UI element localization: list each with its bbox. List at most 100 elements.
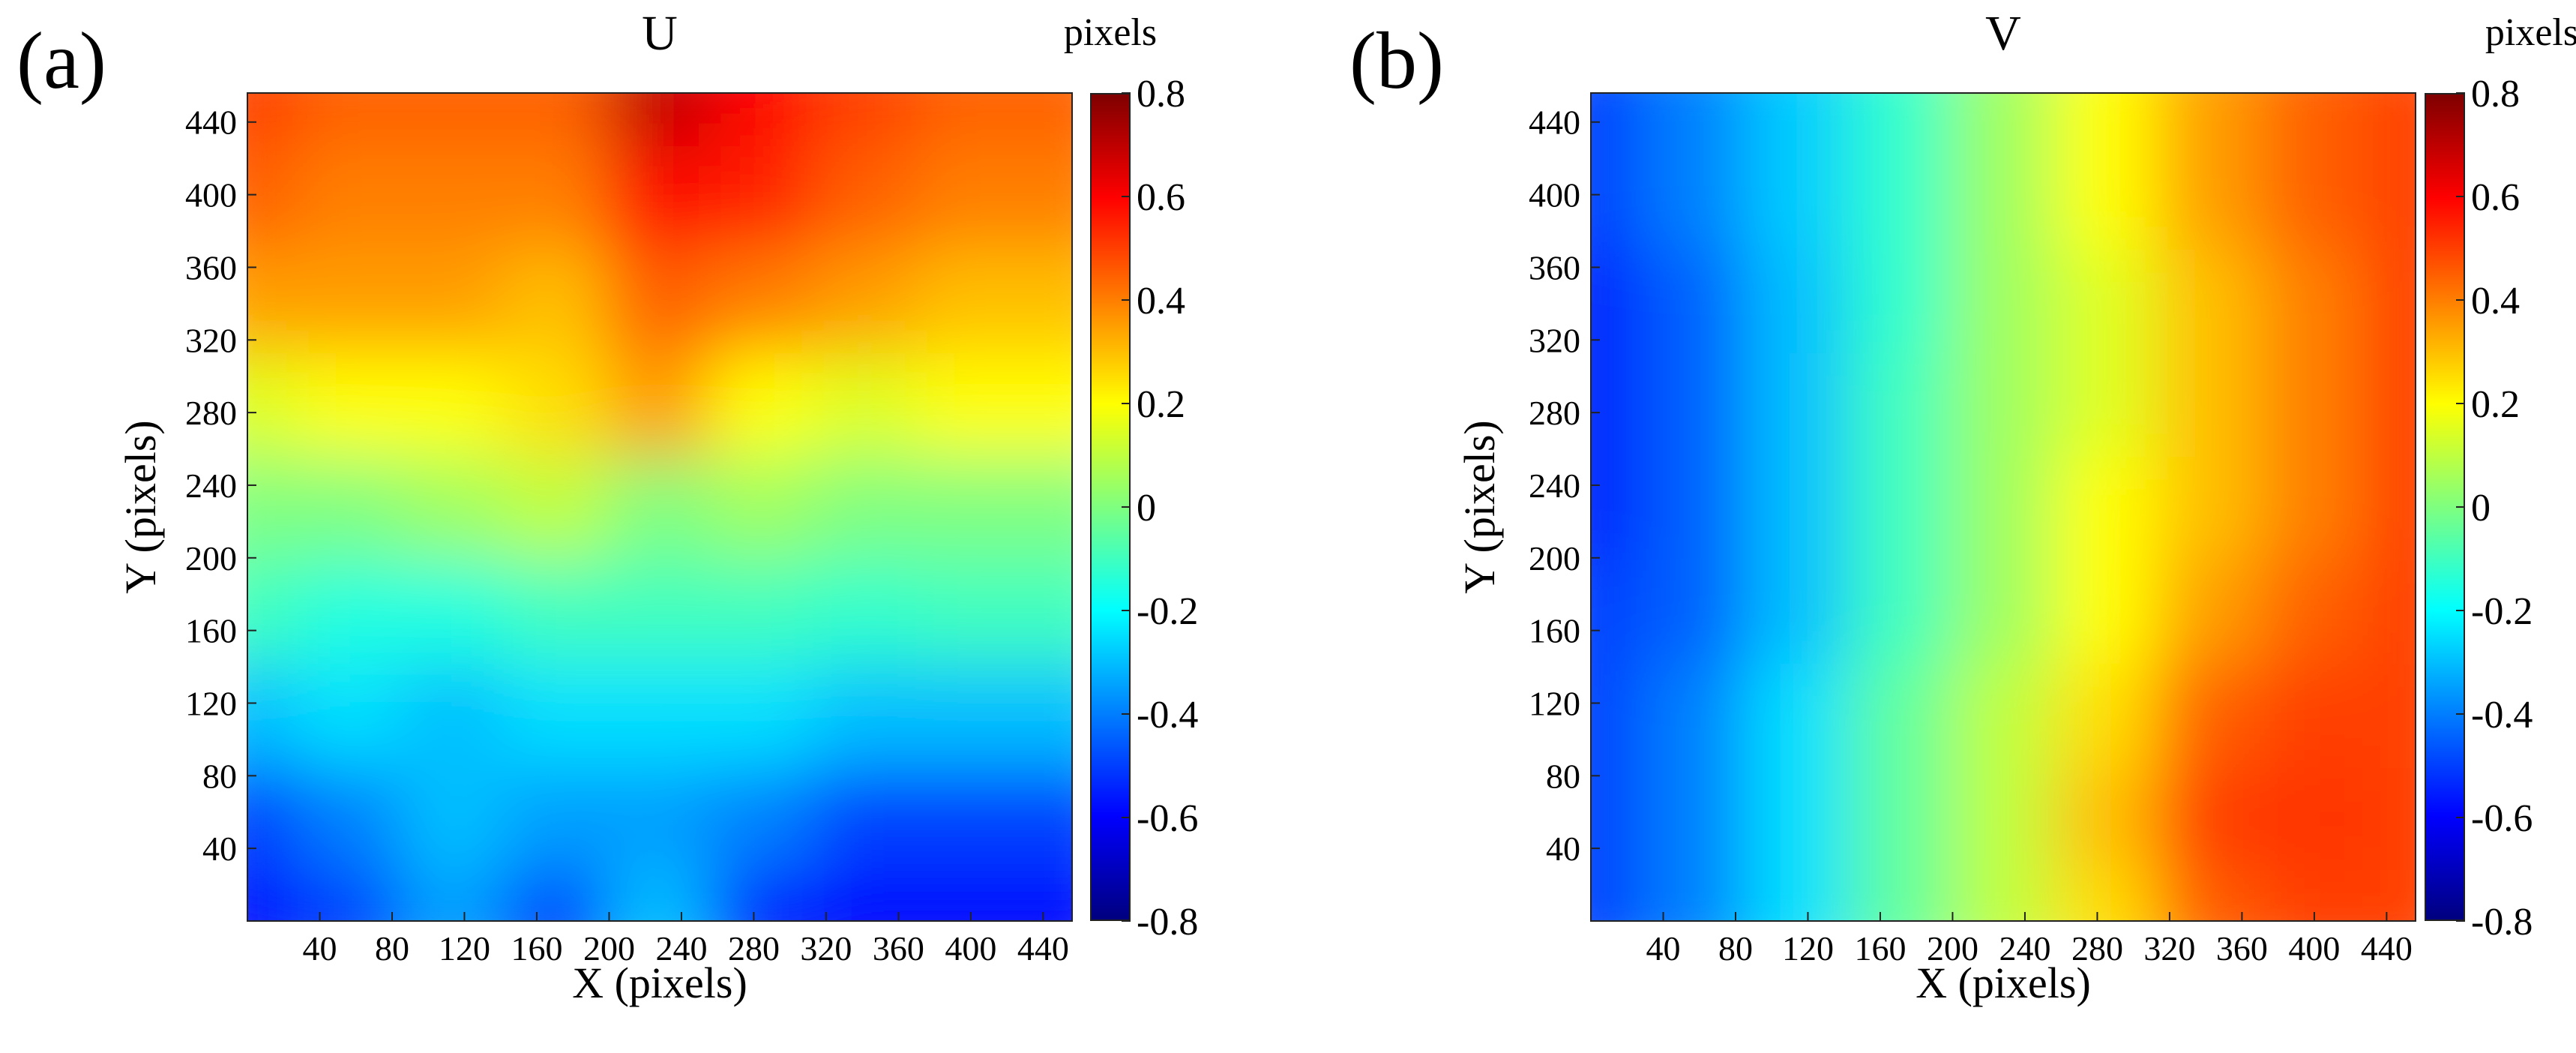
heatmap-cell bbox=[709, 454, 816, 560]
colorbar-tick-label: -0.6 bbox=[2471, 797, 2533, 840]
heatmap-cell bbox=[247, 868, 301, 921]
heatmap-cell bbox=[2362, 350, 2416, 457]
heatmap-cell bbox=[2259, 93, 2366, 146]
heatmap-cell bbox=[297, 350, 404, 457]
heatmap-cell bbox=[1950, 93, 2056, 146]
heatmap-cell bbox=[1591, 454, 1644, 560]
heatmap-cell bbox=[1640, 93, 1748, 146]
heatmap-cell bbox=[607, 764, 713, 871]
heatmap-cell bbox=[247, 93, 301, 146]
heatmap-cell bbox=[2362, 661, 2416, 767]
x-tick-label: 320 bbox=[2143, 929, 2195, 968]
heatmap-cell bbox=[1847, 764, 1954, 871]
heatmap-cell bbox=[1640, 143, 1748, 250]
heatmap-cell bbox=[813, 868, 919, 921]
heatmap-cell bbox=[2362, 764, 2416, 871]
heatmap-cell bbox=[2053, 868, 2160, 921]
heatmap-cell bbox=[2156, 143, 2263, 250]
x-tick-label: 120 bbox=[1782, 929, 1834, 968]
heatmap-cell bbox=[709, 93, 816, 146]
heatmap-cell bbox=[1950, 247, 2056, 353]
heatmap-cell bbox=[2053, 764, 2160, 871]
heatmap-cell bbox=[709, 247, 816, 353]
x-tick-label: 120 bbox=[439, 929, 490, 968]
heatmap-cell bbox=[607, 350, 713, 457]
heatmap-cell bbox=[503, 350, 610, 457]
y-tick-label: 240 bbox=[185, 466, 237, 505]
colorbar-tick-label: -0.4 bbox=[2471, 694, 2533, 736]
colorbar-tick-label: -0.2 bbox=[2471, 590, 2533, 633]
heatmap-cell bbox=[2362, 93, 2416, 146]
heatmap-cell bbox=[1744, 93, 1850, 146]
heatmap-cell bbox=[813, 247, 919, 353]
y-tick-label: 440 bbox=[1529, 104, 1580, 142]
heatmap-cell bbox=[2053, 454, 2160, 560]
colorbar-tick-label: 0.8 bbox=[2471, 73, 2520, 116]
heatmap-cell bbox=[2156, 764, 2263, 871]
heatmap-cell bbox=[1847, 350, 1954, 457]
heatmap-cell bbox=[1019, 454, 1072, 560]
heatmap-cell bbox=[607, 868, 713, 921]
heatmap-cell bbox=[400, 764, 507, 871]
heatmap-cell bbox=[915, 868, 1023, 921]
y-tick-label: 440 bbox=[185, 104, 237, 142]
heatmap-cell bbox=[2156, 454, 2263, 560]
heatmap-cell bbox=[297, 764, 404, 871]
y-tick-label: 40 bbox=[202, 830, 237, 868]
x-tick-label: 160 bbox=[1854, 929, 1906, 968]
x-tick-label: 360 bbox=[873, 929, 924, 968]
heatmap-cell bbox=[1744, 350, 1850, 457]
heatmap-cell bbox=[297, 93, 404, 146]
colorbar-tick-label: -0.2 bbox=[1137, 590, 1198, 633]
heatmap-cell bbox=[247, 350, 301, 457]
heatmap-field bbox=[247, 93, 1072, 921]
heatmap-cell bbox=[1744, 764, 1850, 871]
heatmap-cell bbox=[1847, 557, 1954, 664]
x-tick-label: 400 bbox=[945, 929, 996, 968]
y-tick-label: 320 bbox=[1529, 321, 1580, 359]
heatmap-cell bbox=[709, 557, 816, 664]
heatmap-cell bbox=[2362, 868, 2416, 921]
heatmap-cell bbox=[709, 868, 816, 921]
heatmap-cell bbox=[813, 661, 919, 767]
heatmap-cell bbox=[1019, 143, 1072, 250]
heatmap-cell bbox=[1744, 661, 1850, 767]
heatmap-cell bbox=[709, 661, 816, 767]
y-tick-label: 240 bbox=[1529, 466, 1580, 505]
y-tick-label: 160 bbox=[185, 612, 237, 650]
heatmap-cell bbox=[1847, 661, 1954, 767]
heatmap-cell bbox=[1950, 764, 2056, 871]
panel-u: (a) U pixels X (pixels) Y (pixels) 40 80 1… bbox=[16, 9, 1198, 1007]
heatmap-cell bbox=[813, 93, 919, 146]
heatmap-cell bbox=[1744, 247, 1850, 353]
y-tick-label: 80 bbox=[202, 757, 237, 795]
heatmap-cell bbox=[247, 661, 301, 767]
heatmap-cell bbox=[1019, 350, 1072, 457]
y-tick-label: 360 bbox=[1529, 248, 1580, 286]
heatmap-cell bbox=[247, 143, 301, 250]
heatmap-cell bbox=[1019, 868, 1072, 921]
heatmap-cell bbox=[813, 350, 919, 457]
colorbar-tick-label: 0.4 bbox=[1137, 280, 1185, 322]
heatmap-cell bbox=[2156, 868, 2263, 921]
y-tick-label: 80 bbox=[1546, 757, 1580, 795]
heatmap-cell bbox=[1950, 350, 2056, 457]
heatmap-cell bbox=[1950, 454, 2056, 560]
heatmap-cell bbox=[297, 557, 404, 664]
heatmap-cell bbox=[503, 764, 610, 871]
heatmap-cell bbox=[2053, 247, 2160, 353]
heatmap-cell bbox=[1847, 454, 1954, 560]
heatmap-cell bbox=[247, 247, 301, 353]
heatmap-cell bbox=[2362, 143, 2416, 250]
heatmap-cell bbox=[915, 557, 1023, 664]
x-axis-label: X (pixels) bbox=[572, 958, 747, 1007]
heatmap-cell bbox=[2259, 661, 2366, 767]
heatmap-cell bbox=[1591, 93, 1644, 146]
heatmap-cell bbox=[1640, 247, 1748, 353]
y-tick-label: 280 bbox=[185, 394, 237, 432]
heatmap-cell bbox=[1591, 868, 1644, 921]
y-tick-label: 360 bbox=[185, 248, 237, 286]
heatmap-cell bbox=[2362, 557, 2416, 664]
colorbar-tick-label: 0.6 bbox=[1137, 176, 1185, 219]
heatmap-cell bbox=[1950, 661, 2056, 767]
